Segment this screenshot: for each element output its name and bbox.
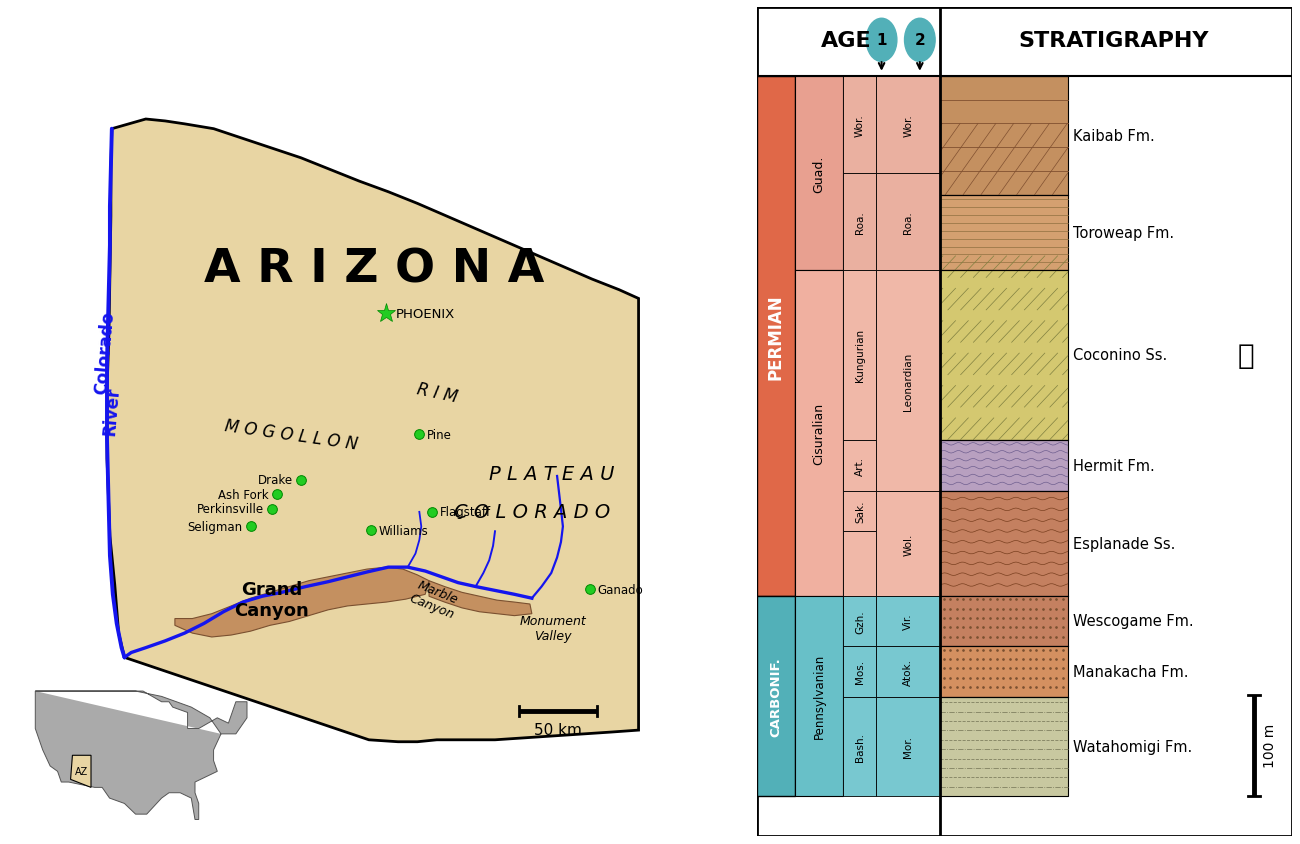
Circle shape <box>905 19 935 62</box>
Text: Ash Fork: Ash Fork <box>218 489 269 501</box>
Bar <box>794 77 844 271</box>
Text: Pennsylvanian: Pennsylvanian <box>812 653 826 738</box>
Bar <box>844 271 876 440</box>
Circle shape <box>866 19 897 62</box>
Bar <box>876 647 940 697</box>
Bar <box>757 596 794 796</box>
Bar <box>794 271 844 596</box>
Bar <box>844 532 876 596</box>
Text: Mor.: Mor. <box>903 735 914 757</box>
Text: Manakacha Fm.: Manakacha Fm. <box>1072 664 1188 679</box>
Text: 100 m: 100 m <box>1264 723 1277 767</box>
Text: Esplanade Ss.: Esplanade Ss. <box>1072 537 1175 551</box>
Text: 2: 2 <box>914 33 926 48</box>
Text: C O L O R A D O: C O L O R A D O <box>454 503 610 522</box>
Text: Roa.: Roa. <box>855 211 865 234</box>
Text: Sak.: Sak. <box>855 500 865 522</box>
Text: Roa.: Roa. <box>903 211 914 234</box>
Text: M O G O L L O N: M O G O L L O N <box>224 416 359 453</box>
Bar <box>940 196 1067 271</box>
Text: PHOENIX: PHOENIX <box>396 307 455 320</box>
Text: ✋: ✋ <box>1238 342 1254 370</box>
Text: Kaibab Fm.: Kaibab Fm. <box>1072 128 1154 143</box>
Text: CARBONIF.: CARBONIF. <box>770 656 783 736</box>
Bar <box>757 77 794 596</box>
Bar <box>940 492 1067 596</box>
Bar <box>940 596 1067 647</box>
Text: STRATIGRAPHY: STRATIGRAPHY <box>1018 31 1209 51</box>
Bar <box>876 596 940 647</box>
Text: Kungurian: Kungurian <box>855 329 865 382</box>
Bar <box>940 647 1067 697</box>
Text: 50 km: 50 km <box>534 722 582 738</box>
Text: Hermit Fm.: Hermit Fm. <box>1072 458 1154 473</box>
Bar <box>844 174 876 271</box>
Text: Seligman: Seligman <box>187 520 243 533</box>
Bar <box>844 647 876 697</box>
Polygon shape <box>107 120 638 742</box>
Bar <box>794 596 844 796</box>
Text: River: River <box>101 386 124 436</box>
Text: Coconino Ss.: Coconino Ss. <box>1072 348 1167 363</box>
Text: Monument
Valley: Monument Valley <box>520 614 586 642</box>
Text: Cisuralian: Cisuralian <box>812 403 826 464</box>
Text: Flagstaff: Flagstaff <box>439 506 491 519</box>
Text: Perkinsville: Perkinsville <box>198 503 264 516</box>
Bar <box>844 697 876 796</box>
Text: A R I Z O N A: A R I Z O N A <box>204 247 543 293</box>
Bar <box>876 77 940 174</box>
Bar <box>844 440 876 492</box>
Polygon shape <box>429 581 532 616</box>
Text: Gzh.: Gzh. <box>855 609 865 633</box>
Text: Leonardian: Leonardian <box>903 352 914 410</box>
Text: Mos.: Mos. <box>855 659 865 684</box>
Text: Toroweap Fm.: Toroweap Fm. <box>1072 225 1174 241</box>
Text: Colorado: Colorado <box>92 310 118 395</box>
Bar <box>876 697 940 796</box>
Text: Watahomigi Fm.: Watahomigi Fm. <box>1072 738 1192 754</box>
Text: R I M: R I M <box>415 380 459 406</box>
Text: Pine: Pine <box>428 428 452 441</box>
Bar <box>940 440 1067 492</box>
Bar <box>940 271 1067 440</box>
Text: Wor.: Wor. <box>903 114 914 137</box>
Text: AGE: AGE <box>820 31 871 51</box>
Text: Vir.: Vir. <box>903 613 914 630</box>
Text: Grand
Canyon: Grand Canyon <box>234 580 309 619</box>
Bar <box>844 596 876 647</box>
Text: Drake: Drake <box>259 473 294 487</box>
Text: Art.: Art. <box>855 457 865 475</box>
Bar <box>940 77 1067 196</box>
Text: Wol.: Wol. <box>903 533 914 555</box>
Text: AZ: AZ <box>75 766 88 776</box>
Text: 1: 1 <box>876 33 887 48</box>
Text: Atok.: Atok. <box>903 658 914 685</box>
Bar <box>876 492 940 596</box>
Polygon shape <box>70 755 91 787</box>
Polygon shape <box>176 567 429 637</box>
Text: Wor.: Wor. <box>855 114 865 137</box>
Text: Ganado: Ganado <box>598 583 644 596</box>
Text: Bash.: Bash. <box>855 732 865 760</box>
Text: Marble
Canyon: Marble Canyon <box>408 577 461 621</box>
Polygon shape <box>35 691 247 820</box>
Bar <box>876 174 940 271</box>
Bar <box>940 697 1067 796</box>
Text: Wescogame Fm.: Wescogame Fm. <box>1072 614 1193 629</box>
Text: Williams: Williams <box>378 524 428 537</box>
Bar <box>876 271 940 492</box>
Text: Guad.: Guad. <box>812 155 826 192</box>
Text: P L A T E A U: P L A T E A U <box>489 464 614 483</box>
Bar <box>844 492 876 532</box>
Bar <box>844 77 876 174</box>
Text: PERMIAN: PERMIAN <box>767 294 785 379</box>
